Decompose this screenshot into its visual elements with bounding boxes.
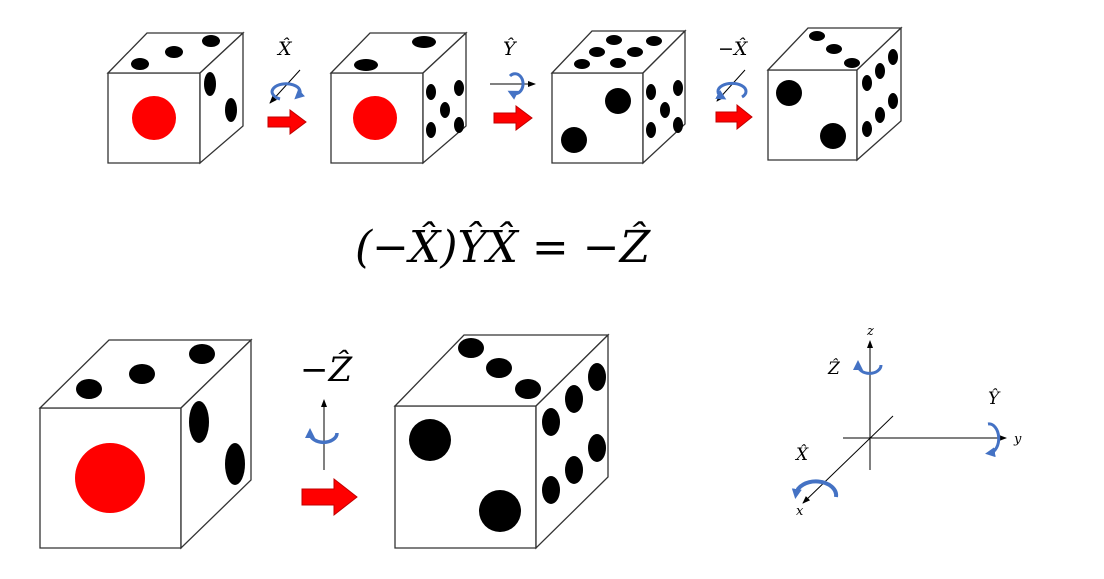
top-die-2: [329, 31, 468, 165]
side-pip: [862, 121, 872, 137]
side-pip: [225, 443, 245, 485]
red-pip: [353, 96, 397, 140]
side-pip: [646, 84, 656, 100]
red-pip: [75, 443, 145, 513]
top-die-1: [106, 31, 245, 165]
top-pip: [412, 36, 436, 48]
red-pip: [132, 96, 176, 140]
top-die-3: [550, 29, 687, 165]
y-axis-label: y: [1013, 432, 1022, 447]
side-pip: [588, 363, 606, 391]
face-pip: [479, 490, 521, 532]
face-pip: [776, 80, 802, 106]
top-pip: [354, 59, 378, 71]
operator-x-rotation: X̂: [267, 38, 307, 135]
top-pip: [515, 379, 541, 399]
face-pip: [561, 127, 587, 153]
y-rotation-label: Ŷ: [988, 388, 1001, 409]
op1-label: X̂: [276, 38, 293, 60]
operator-y-rotation: Ŷ: [490, 37, 536, 131]
top-pip: [129, 364, 155, 384]
equation: (−X̂)ŶX̂ = −Ẑ: [355, 220, 652, 273]
bottom-die-before: [38, 338, 253, 550]
top-die-4: [766, 26, 903, 162]
top-pip: [826, 44, 842, 54]
side-pip: [646, 122, 656, 138]
top-pip: [131, 58, 149, 70]
top-pip: [202, 35, 220, 47]
side-pip: [875, 107, 885, 123]
top-pip: [844, 58, 860, 68]
side-pip: [426, 122, 436, 138]
z-axis-label: z: [866, 324, 874, 339]
top-pip: [606, 35, 622, 45]
side-pip: [673, 117, 683, 133]
side-pip: [440, 102, 450, 118]
top-pip: [627, 47, 643, 57]
x-axis-label: x: [796, 504, 804, 519]
top-pip: [574, 59, 590, 69]
side-pip: [204, 72, 216, 96]
side-pip: [565, 456, 583, 484]
op3-label: −X̂: [718, 38, 749, 60]
top-pip: [646, 36, 662, 46]
side-pip: [542, 408, 560, 436]
red-arrow: [267, 109, 307, 135]
side-pip: [862, 75, 872, 91]
red-arrow: [715, 103, 753, 131]
top-pip: [809, 31, 825, 41]
coordinate-axes: z y x Ẑ Ŷ X̂: [791, 324, 1022, 519]
top-pip: [458, 338, 484, 358]
side-pip: [454, 80, 464, 96]
x-rotation-label: X̂: [794, 445, 809, 465]
red-arrow: [493, 105, 533, 131]
top-pip: [165, 46, 183, 58]
side-pip: [888, 49, 898, 65]
face-pip: [820, 123, 846, 149]
side-pip: [426, 84, 436, 100]
operator-minus-x-rotation: −X̂: [715, 38, 753, 131]
side-pip: [565, 385, 583, 413]
side-pip: [542, 476, 560, 504]
top-pip: [589, 47, 605, 57]
top-pip: [610, 58, 626, 68]
side-pip: [660, 102, 670, 118]
op2-label: Ŷ: [503, 37, 518, 60]
side-pip: [673, 80, 683, 96]
operator-minus-z-rotation: −Ẑ: [300, 349, 358, 517]
bottom-die-after: [393, 333, 610, 550]
side-pip: [588, 434, 606, 462]
side-pip: [875, 63, 885, 79]
z-rotation-label: Ẑ: [827, 358, 841, 379]
side-pip: [454, 117, 464, 133]
top-pip: [486, 358, 512, 378]
side-pip: [225, 98, 237, 122]
side-pip: [189, 401, 209, 443]
side-pip: [888, 93, 898, 109]
top-pip: [76, 379, 102, 399]
bottom-op-label: −Ẑ: [300, 349, 353, 390]
face-pip: [605, 88, 631, 114]
top-pip: [189, 344, 215, 364]
face-pip: [409, 419, 451, 461]
red-arrow: [301, 477, 358, 517]
